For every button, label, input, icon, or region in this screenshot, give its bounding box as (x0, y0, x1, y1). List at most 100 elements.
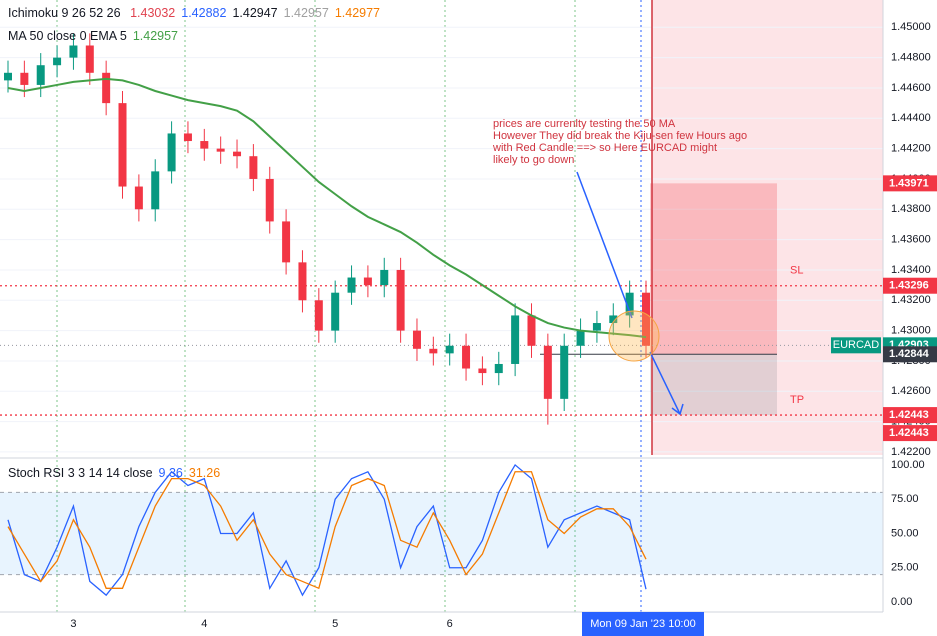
ma-line (7, 77, 647, 339)
candle-body (396, 269, 405, 331)
y-tick-label: 1.45000 (891, 21, 931, 33)
candle-body (331, 292, 340, 331)
legend-value: 1.42957 (283, 6, 329, 20)
price-label: 1.42443 (889, 427, 929, 439)
candle-body (494, 363, 503, 374)
y-tick-label: 1.44800 (891, 52, 931, 64)
price-label-bg (883, 175, 937, 192)
price-label: 1.43296 (889, 280, 929, 292)
candle-body (69, 45, 78, 58)
target-box (650, 354, 777, 416)
x-tick-label: 4 (201, 618, 207, 630)
stoch-line (7, 471, 647, 590)
candle-body (429, 348, 438, 354)
ma-legend: MA 50 close 0 EMA 5 1.42957 (8, 29, 184, 43)
candle-body (592, 323, 601, 331)
ichimoku-legend: Ichimoku 9 26 52 26 1.43032 1.42882 1.4294… (8, 6, 386, 20)
highlight-circle (608, 310, 660, 362)
y-tick-label: 25.00 (891, 562, 919, 574)
candle-body (543, 345, 552, 399)
y-tick-label: 1.43600 (891, 234, 931, 246)
stoch-band (0, 492, 883, 575)
candle-body (609, 315, 618, 324)
legend-value: 1.42977 (334, 6, 380, 20)
candle-body (445, 345, 454, 354)
candle-body (511, 315, 520, 364)
arrow (649, 351, 681, 415)
candle-body (167, 133, 176, 172)
candle-body (298, 262, 307, 301)
candle-body (642, 292, 650, 346)
price-axis (883, 0, 937, 636)
annotation: However They did break the Kiju-sen few … (493, 130, 747, 142)
stoch-legend: Stoch RSI 3 3 14 14 close 9.36 31.26 (8, 466, 226, 480)
candle-body (560, 345, 569, 399)
legend-value: 1.42957 (132, 29, 178, 43)
annotation: prices are currenlty testing the 50 MA (493, 118, 676, 130)
legend-value: 1.43032 (130, 6, 176, 20)
legend-value: 9.36 (158, 466, 183, 480)
y-tick-label: 75.00 (891, 493, 919, 505)
crosshair-label-bg (582, 612, 704, 636)
price-label: 1.42443 (889, 409, 929, 421)
price-label: 1.42844 (889, 348, 930, 360)
legend-value: 31.26 (188, 466, 221, 480)
legend-name: Stoch RSI 3 3 14 14 close (8, 466, 153, 480)
stop-box (650, 183, 777, 355)
annotation: with Red Candle ==> so Here EURCAD might (492, 142, 717, 154)
candle-body (216, 148, 225, 152)
legend-value: 1.42882 (181, 6, 227, 20)
legend-value: 1.42947 (232, 6, 278, 20)
candle-body (53, 57, 62, 66)
symbol-label-bg (831, 337, 881, 354)
legend-name: Ichimoku 9 26 52 26 (8, 6, 121, 20)
candle-body (363, 277, 372, 286)
x-tick-label: 6 (447, 618, 453, 630)
y-tick-label: 0.00 (891, 596, 912, 608)
candle-body (462, 345, 471, 369)
candle-body (478, 368, 487, 374)
candle-body (151, 171, 160, 210)
candle-body (200, 141, 209, 149)
candle-body (314, 300, 323, 331)
y-tick-label: 1.44400 (891, 112, 931, 124)
price-label-bg (883, 277, 937, 294)
candle-body (118, 103, 127, 187)
y-tick-label: 1.42600 (891, 385, 931, 397)
candle-body (183, 133, 192, 142)
y-tick-label: 1.44600 (891, 82, 931, 94)
y-tick-label: 1.44200 (891, 143, 931, 155)
y-tick-label: 1.43200 (891, 294, 931, 306)
symbol-label: EURCAD (833, 339, 880, 351)
y-tick-label: 1.43800 (891, 203, 931, 215)
candle-body (4, 72, 12, 81)
time-axis (0, 612, 937, 636)
candle-body (249, 156, 258, 179)
price-label-bg (883, 407, 937, 424)
candle-body (102, 72, 111, 104)
candle-body (265, 178, 274, 222)
y-tick-label: 100.00 (891, 459, 925, 471)
candle-body (527, 315, 536, 346)
candle-body (282, 221, 291, 263)
candle-body (347, 277, 356, 293)
legend-name: MA 50 close 0 EMA 5 (8, 29, 127, 43)
candle-body (412, 330, 421, 349)
candle-body (233, 151, 242, 157)
candle-body (380, 269, 389, 286)
candle-body (134, 186, 143, 210)
arrow (576, 171, 633, 319)
price-label-bg (883, 346, 937, 363)
candle-body (576, 330, 585, 346)
y-tick-label: 1.43400 (891, 264, 931, 276)
annotation: likely to go down (493, 154, 574, 166)
candle-body (625, 292, 634, 316)
x-tick-label: 5 (332, 618, 338, 630)
y-tick-label: 50.00 (891, 527, 919, 539)
price-label-bg (883, 425, 937, 442)
x-tick-label: 3 (70, 618, 76, 630)
x-tick-label: Mon 09 Jan '23 10:00 (590, 618, 695, 630)
level-label: SL (790, 265, 803, 277)
risk-zone (652, 0, 883, 455)
